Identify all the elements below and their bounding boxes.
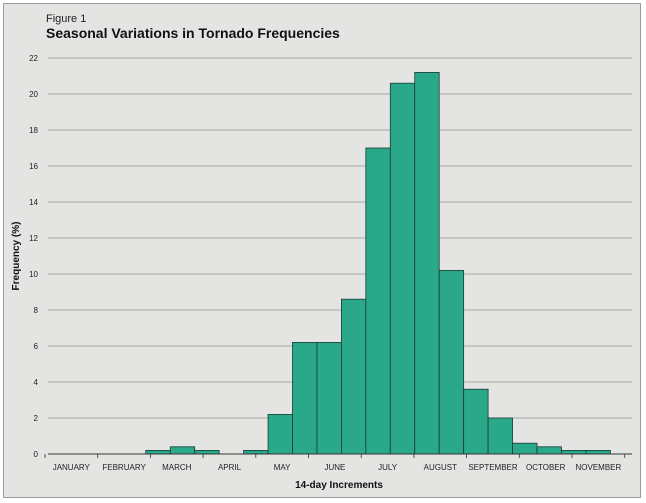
bar — [389, 82, 416, 455]
y-tick-label: 10 — [29, 270, 38, 279]
bar — [267, 413, 293, 455]
x-tick-label: NOVEMBER — [576, 463, 622, 472]
x-axis: JANUARY FEBRUARY MARCH APRIL MAY JUNE JULY AUGU… — [44, 453, 632, 472]
x-tick-label: FEBRUARY — [102, 463, 146, 472]
bar — [292, 341, 318, 455]
y-axis-title: Frequency (%) — [11, 222, 22, 291]
y-tick-label: 12 — [29, 234, 38, 243]
bar — [194, 449, 220, 455]
bar — [243, 449, 269, 455]
bar — [316, 341, 342, 455]
x-tick-label: JUNE — [324, 463, 345, 472]
bar — [512, 442, 538, 455]
x-tick-label: APRIL — [218, 463, 242, 472]
bar — [414, 72, 440, 455]
y-tick-label: 20 — [29, 90, 38, 99]
y-tick-label: 6 — [34, 342, 39, 351]
x-tick-label: OCTOBER — [526, 463, 566, 472]
bar — [365, 147, 391, 455]
bar — [145, 449, 171, 455]
bar — [169, 446, 196, 455]
bar — [561, 449, 587, 455]
bar — [438, 269, 465, 455]
y-tick-label: 22 — [29, 54, 38, 63]
y-tick-label: 4 — [34, 378, 39, 387]
x-tick-label: SEPTEMBER — [468, 463, 518, 472]
y-tick-label: 18 — [29, 126, 38, 135]
x-tick-label: JANUARY — [53, 463, 91, 472]
x-tick-label: JULY — [378, 463, 398, 472]
y-tick-label: 0 — [34, 450, 39, 459]
x-axis-title: 14-day Increments — [295, 480, 383, 491]
y-tick-label: 14 — [29, 198, 38, 207]
chart-title: Seasonal Variations in Tornado Frequenci… — [46, 25, 340, 41]
bar — [536, 446, 562, 455]
bar — [340, 298, 367, 455]
x-tick-label: MARCH — [162, 463, 192, 472]
bar — [487, 417, 513, 455]
figure-label: Figure 1 — [46, 13, 87, 25]
y-axis: 0 2 4 6 8 10 12 14 16 18 20 22 — [29, 54, 38, 459]
y-tick-label: 8 — [34, 306, 39, 315]
y-tick-label: 16 — [29, 162, 38, 171]
x-tick-label: AUGUST — [424, 463, 457, 472]
bar — [585, 449, 611, 455]
bar — [463, 388, 489, 455]
x-tick-label: MAY — [274, 463, 291, 472]
bars — [145, 72, 611, 455]
y-tick-label: 2 — [34, 414, 39, 423]
